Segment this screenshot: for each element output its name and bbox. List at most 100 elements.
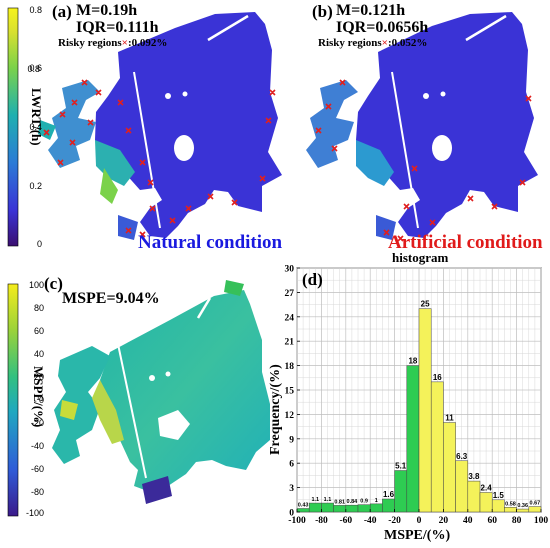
- lwrt-tick: 0.6: [29, 63, 42, 73]
- x-tick-label: 40: [463, 516, 473, 526]
- histogram-bar: [467, 480, 481, 513]
- histogram-chart: 0.431.1 1.1 0.81 0.84 0.9 11.65.1182516116.33…: [285, 265, 549, 527]
- panel-a-label: (a): [52, 2, 72, 21]
- natural-condition-label: Natural condition: [138, 232, 283, 253]
- panel-b-iqr: IQR=0.0656h: [336, 19, 429, 36]
- panel-c-label: (c): [44, 274, 63, 293]
- bar-data-label: 0.43: [298, 503, 309, 509]
- bar-data-label: 0.84: [347, 499, 359, 505]
- x-tick-label: 60: [487, 516, 497, 526]
- x-tick-label: 80: [512, 516, 522, 526]
- y-tick-label: 24: [285, 313, 295, 323]
- x-tick-label: -60: [339, 516, 352, 526]
- histogram-bar: [369, 503, 383, 513]
- histogram-bar: [406, 365, 420, 513]
- mspe-tick: 20: [33, 372, 44, 382]
- lake-body-a: [95, 12, 282, 238]
- panel-c-mspe: MSPE=9.04%: [62, 290, 160, 307]
- y-ticks: 0 3 6 9 12 15 18 21 24 27 30: [285, 265, 300, 519]
- y-tick-label: 6: [289, 460, 294, 470]
- lake-body-b: [356, 12, 538, 238]
- x-axis-label: MSPE/(%): [384, 528, 451, 543]
- mspe-colorbar: [7, 283, 19, 517]
- bar-data-label: 1.6: [383, 490, 395, 499]
- panel-d-label: (d): [302, 270, 323, 289]
- x-tick-label: 100: [534, 516, 549, 526]
- y-tick-label: 18: [285, 362, 295, 372]
- panel-a-median: M=0.19h: [76, 2, 138, 19]
- mspe-tick: 40: [33, 349, 44, 359]
- bar-data-label: 18: [408, 357, 417, 366]
- y-tick-label: 3: [289, 484, 294, 494]
- histogram-bar: [479, 492, 493, 513]
- bar-data-label: 25: [421, 300, 430, 309]
- y-tick-label: 27: [285, 289, 295, 299]
- left-wetland-b: [306, 80, 358, 168]
- panel-a-iqr: IQR=0.111h: [76, 19, 159, 36]
- histogram-title: histogram: [392, 250, 449, 265]
- y-tick-label: 12: [285, 411, 295, 421]
- histogram-bar: [504, 507, 517, 513]
- histogram-bar: [491, 499, 505, 513]
- bar-data-label: 1.1: [324, 497, 332, 503]
- mspe-colorbar-label: MSPE/(%): [31, 366, 46, 428]
- y-axis-label: Frequency/(%): [268, 364, 283, 455]
- left-wetland-a: [48, 80, 100, 168]
- panel-b-risky-regions: Risky regions×:0.052%: [318, 37, 428, 49]
- bar-data-label: 3.8: [468, 472, 480, 481]
- mspe-tick: -100: [25, 508, 44, 518]
- x-tick-label: -40: [364, 516, 377, 526]
- mspe-tick: -20: [30, 418, 44, 428]
- x-tick-label: -80: [315, 516, 328, 526]
- histogram-bar: [357, 504, 371, 513]
- bar-data-label: 0.58: [505, 501, 516, 507]
- y-tick-label: 9: [289, 435, 294, 445]
- histogram-bar: [516, 508, 530, 513]
- mspe-tick: 60: [33, 326, 44, 336]
- artificial-condition-label: Artificial condition: [388, 232, 543, 253]
- mspe-tick: 0: [38, 395, 44, 405]
- panel-b-label: (b): [312, 2, 333, 21]
- lwrt-tick: 0.4: [29, 122, 42, 132]
- dark-corner-c: [142, 476, 172, 504]
- lwrt-tick: 0.8: [27, 64, 40, 74]
- lwrt-colorbar: [7, 7, 19, 247]
- bar-data-label: 1.5: [493, 491, 505, 500]
- histogram-bar: [443, 422, 456, 513]
- bars: [296, 308, 542, 513]
- bar-data-label: 0.67: [530, 501, 541, 507]
- x-tick-label: 20: [439, 516, 449, 526]
- y-tick-label: 0: [289, 509, 294, 519]
- bar-data-label: 1.1: [311, 497, 319, 503]
- x-tick-label: 0: [417, 516, 422, 526]
- risk-markers-a: [43, 79, 276, 238]
- y-tick-label: 30: [285, 265, 295, 275]
- bar-data-label: 6.3: [456, 452, 468, 461]
- island-b: [432, 135, 452, 161]
- mspe-tick: -60: [30, 464, 44, 474]
- bar-data-label: 1: [375, 498, 378, 504]
- island-a: [174, 135, 194, 161]
- lake-body-c: [100, 290, 270, 492]
- bar-data-label: 0.9: [360, 499, 368, 505]
- histogram-bar: [394, 470, 408, 513]
- mspe-tick: -40: [30, 441, 44, 451]
- bar-data-label: 11: [445, 414, 454, 423]
- histogram-bar: [382, 498, 395, 513]
- map-artificial-condition: [306, 12, 538, 242]
- map-natural-condition: [38, 12, 282, 240]
- bar-data-label: 2.4: [481, 483, 493, 492]
- lwrt-tick: 0.8: [29, 5, 42, 15]
- mspe-tick: 100: [28, 280, 44, 290]
- y-tick-label: 21: [285, 338, 295, 348]
- histogram-bar: [345, 504, 359, 513]
- histogram-bar: [308, 502, 322, 513]
- histogram-bar: [333, 505, 347, 513]
- data-labels: 0.431.1 1.1 0.81 0.84 0.9 11.65.1182516116.33…: [298, 300, 541, 509]
- left-wetland-c: [52, 346, 110, 464]
- bar-data-label: 0.81: [334, 499, 345, 505]
- histogram-bar: [321, 502, 334, 513]
- lwrt-tick: 0.2: [29, 181, 42, 191]
- histogram-bar: [455, 460, 469, 513]
